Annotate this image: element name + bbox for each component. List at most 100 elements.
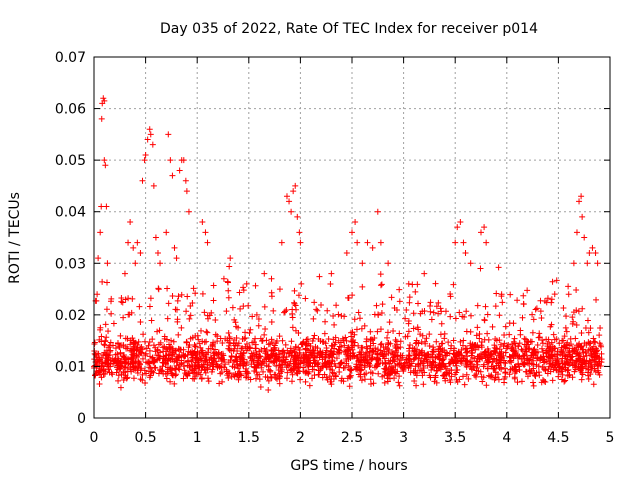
data-point	[229, 304, 236, 311]
data-point	[537, 308, 544, 315]
data-point	[103, 306, 110, 313]
data-point	[428, 316, 435, 323]
data-point	[209, 366, 216, 373]
data-point	[411, 378, 418, 385]
data-point	[134, 342, 141, 349]
data-point	[155, 286, 162, 293]
data-point	[132, 260, 139, 267]
data-point	[115, 377, 122, 384]
data-point	[502, 369, 509, 376]
data-point	[423, 357, 430, 364]
data-point	[298, 280, 305, 287]
data-point	[162, 361, 169, 368]
data-point	[344, 352, 351, 359]
data-point	[346, 383, 353, 390]
data-point	[467, 361, 474, 367]
data-point	[114, 366, 121, 373]
data-point	[511, 348, 518, 355]
data-point	[473, 358, 480, 365]
data-point	[492, 349, 499, 356]
data-point	[577, 343, 584, 350]
y-tick-label: 0.02	[55, 308, 86, 324]
data-point	[142, 350, 149, 357]
data-point	[591, 365, 598, 372]
data-point	[154, 328, 161, 335]
data-point	[297, 376, 304, 383]
data-point	[489, 359, 496, 366]
y-tick-label: 0.01	[55, 359, 86, 375]
data-point	[344, 347, 351, 354]
data-point	[236, 360, 243, 367]
data-point	[584, 260, 591, 267]
data-point	[593, 358, 600, 365]
data-point	[120, 353, 127, 360]
data-point	[300, 364, 307, 371]
data-point	[327, 280, 334, 287]
data-point	[501, 379, 508, 386]
data-point	[288, 338, 295, 345]
data-point	[563, 313, 570, 320]
data-point	[289, 371, 296, 378]
data-point	[506, 353, 513, 360]
data-point	[332, 334, 339, 341]
data-point	[115, 355, 122, 362]
data-point	[268, 351, 275, 358]
data-point	[174, 306, 181, 313]
data-point	[572, 364, 579, 371]
data-point	[103, 203, 110, 210]
data-point	[596, 332, 603, 339]
data-point	[477, 265, 484, 272]
data-point	[495, 362, 502, 369]
data-point	[494, 371, 501, 378]
data-point	[271, 358, 278, 365]
data-point	[450, 337, 457, 344]
data-point	[137, 249, 144, 256]
data-point	[590, 335, 597, 342]
data-point	[196, 361, 203, 368]
data-point	[476, 330, 483, 337]
data-point	[311, 372, 318, 379]
data-point	[533, 361, 540, 368]
data-point	[101, 97, 108, 104]
data-point	[549, 377, 556, 384]
data-point	[309, 375, 316, 382]
data-point	[426, 372, 433, 379]
data-point	[302, 378, 309, 385]
data-point	[290, 188, 297, 195]
data-point	[349, 292, 356, 299]
data-point	[433, 338, 440, 345]
data-point	[581, 340, 588, 347]
data-point	[205, 378, 212, 385]
data-point	[380, 344, 387, 351]
data-point	[327, 363, 334, 370]
data-point	[312, 353, 319, 360]
data-point	[321, 354, 328, 361]
data-point	[492, 303, 499, 310]
data-point	[570, 318, 577, 325]
data-point	[491, 355, 498, 362]
data-point	[507, 357, 514, 364]
data-point	[578, 376, 585, 383]
data-point	[559, 360, 566, 367]
data-point	[579, 371, 586, 378]
data-point	[240, 284, 247, 291]
data-point	[169, 293, 176, 300]
data-point	[186, 315, 193, 322]
data-point	[478, 351, 485, 358]
data-point	[355, 309, 362, 316]
data-point	[538, 379, 545, 386]
data-point	[213, 361, 220, 368]
data-point	[586, 340, 593, 347]
data-point	[329, 366, 336, 373]
data-point	[235, 324, 242, 331]
data-point	[185, 344, 192, 351]
data-point	[94, 357, 101, 364]
data-point	[598, 343, 605, 350]
data-point	[369, 355, 376, 362]
data-point	[152, 364, 159, 371]
data-point	[164, 285, 171, 292]
data-point	[573, 322, 580, 329]
data-point	[385, 339, 392, 346]
y-tick-label: 0.07	[55, 50, 86, 66]
data-point	[551, 336, 558, 343]
